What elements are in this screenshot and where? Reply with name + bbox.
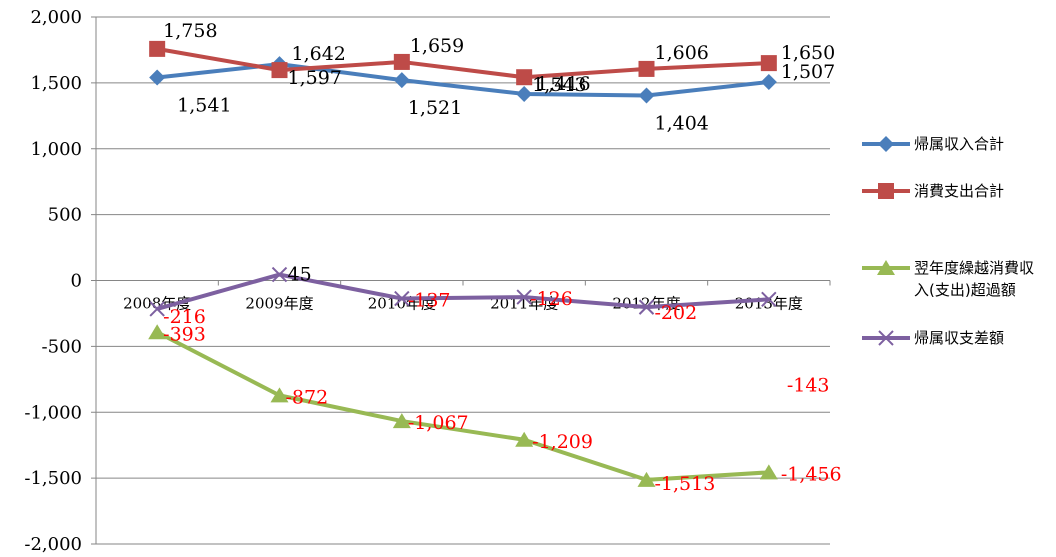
marker-stroke [149, 301, 165, 317]
data-label: -1,456 [781, 463, 842, 485]
diamond-marker [393, 72, 410, 89]
triangle-marker [515, 431, 534, 447]
diamond-marker [516, 85, 533, 102]
y-tick-label: 2,000 [30, 7, 82, 28]
legend-triangle-marker [877, 260, 895, 275]
series-line [156, 272, 769, 311]
triangle-marker [392, 413, 411, 429]
legend-label: 帰属収支差額 [914, 329, 1004, 347]
diamond-marker [149, 69, 166, 86]
y-tick-label: -1,500 [24, 468, 82, 489]
data-label: -143 [787, 374, 830, 396]
marker-stroke [638, 299, 655, 315]
data-label: -126 [530, 288, 573, 310]
triangle-marker [148, 324, 167, 340]
x-marker [394, 290, 410, 307]
triangle-marker [637, 471, 656, 487]
data-label: 1,758 [163, 20, 217, 42]
data-label: 1,606 [655, 42, 709, 64]
diamond-marker [760, 73, 777, 90]
square-marker [393, 53, 410, 70]
data-label: -1,513 [655, 473, 716, 495]
legend-label: 帰属収入合計 [914, 135, 1004, 153]
data-label: 1,650 [781, 42, 835, 64]
square-marker [271, 62, 288, 79]
legend-x-marker [878, 330, 894, 346]
x-tick-label: 2008年度 [123, 295, 191, 313]
y-tick-label: 500 [48, 205, 82, 226]
y-tick-label: -2,000 [24, 534, 82, 555]
triangle-marker [759, 464, 778, 480]
y-tick-label: -500 [42, 336, 82, 357]
marker-stroke [761, 291, 777, 308]
data-label: 1,404 [655, 113, 709, 135]
data-label: 1,659 [410, 35, 464, 57]
x-tick-label: 2009年度 [245, 295, 313, 313]
data-label: -1,209 [532, 431, 593, 453]
legend-entry: 帰属収入合計 [862, 135, 1004, 153]
legend-entry: 消費支出合計 [862, 182, 1004, 200]
legend-label: 翌年度繰越消費収 [914, 259, 1034, 277]
x-marker [516, 289, 532, 305]
series-line [156, 330, 769, 482]
marker-stroke [394, 290, 410, 307]
series-group [148, 40, 778, 487]
triangle-marker [270, 387, 289, 403]
data-label: 1,507 [781, 61, 835, 83]
y-tick-label: 1,000 [30, 139, 82, 160]
x-marker [149, 301, 165, 317]
data-labels: 1,541 1,642 1,521 1,416 1,404 1,507 1,758 1,597… [163, 20, 841, 495]
y-tick-label: 0 [71, 271, 82, 292]
square-marker [760, 55, 777, 72]
data-label: -872 [286, 386, 329, 408]
data-label: -393 [163, 323, 206, 345]
legend-entry: 帰属収支差額 [862, 329, 1004, 347]
marker-stroke [271, 266, 288, 283]
x-marker [761, 291, 777, 308]
x-marker [638, 299, 655, 315]
data-label: 1,521 [408, 97, 462, 119]
data-label: 1,597 [288, 67, 342, 89]
square-marker [149, 40, 166, 57]
y-axis: 2,000 1,500 1,000 500 0 -500 -1,000 -1,500 -2,00… [24, 7, 97, 555]
marker-stroke [878, 330, 894, 346]
series-line [156, 46, 769, 80]
legend-label: 消費支出合計 [914, 182, 1004, 200]
data-label: 1,642 [292, 43, 346, 65]
x-marker [271, 266, 288, 283]
legend-square-marker [878, 183, 894, 199]
data-label: -137 [408, 290, 451, 312]
data-label: -1,067 [408, 412, 469, 434]
square-marker [516, 69, 533, 86]
legend-diamond-marker [878, 136, 894, 152]
marker-stroke [516, 289, 532, 305]
data-label: -202 [655, 302, 698, 324]
gridlines [96, 16, 830, 545]
data-label: 1,541 [177, 94, 231, 116]
y-tick-label: 1,500 [30, 73, 82, 94]
y-tick-label: -1,000 [24, 402, 82, 423]
data-label: 1,416 [536, 73, 590, 95]
data-label: 1,543 [532, 74, 586, 96]
legend-label: 入(支出)超過額 [914, 281, 1016, 299]
x-tick-label: 2013年度 [735, 295, 803, 313]
data-label: 45 [288, 264, 312, 286]
data-label: -216 [163, 306, 206, 328]
diamond-marker [638, 87, 655, 104]
square-marker [638, 60, 655, 77]
